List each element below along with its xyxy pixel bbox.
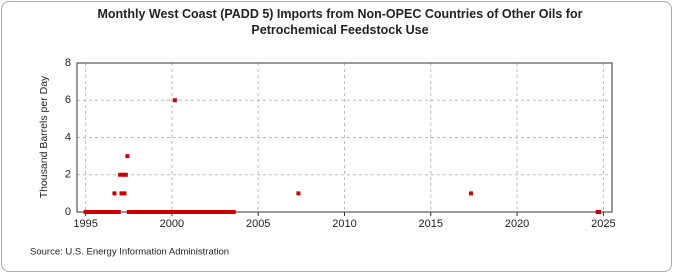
- y-tick-label: 4: [65, 131, 71, 143]
- y-axis-label: Thousand Barrels per Day: [38, 75, 50, 198]
- x-tick-label: 2000: [160, 218, 184, 230]
- x-tick-label: 2020: [505, 218, 529, 230]
- frame: [1, 1, 672, 272]
- point: [118, 172, 123, 177]
- x-tick-label: 1995: [73, 218, 97, 230]
- point: [119, 191, 124, 196]
- y-tick-label: 6: [65, 94, 71, 106]
- y-tick-label: 8: [65, 57, 71, 69]
- point: [597, 210, 602, 214]
- point: [123, 172, 128, 177]
- plot-border: [76, 62, 613, 213]
- x-tick-label: 2015: [419, 218, 443, 230]
- x-tick-label: 2025: [591, 218, 615, 230]
- point: [231, 210, 236, 214]
- y-tick-label: 0: [65, 206, 71, 218]
- chart-title: Monthly West Coast (PADD 5) Imports from…: [97, 7, 583, 37]
- point: [469, 191, 474, 196]
- point: [125, 154, 130, 159]
- point: [112, 191, 117, 196]
- point: [116, 210, 121, 214]
- point: [172, 98, 177, 103]
- point: [110, 210, 115, 214]
- y-tick-label: 2: [65, 169, 71, 181]
- point: [296, 191, 301, 196]
- x-tick-label: 2005: [246, 218, 270, 230]
- x-tick-label: 2010: [332, 218, 356, 230]
- point: [121, 172, 126, 177]
- point: [122, 191, 127, 196]
- point: [171, 210, 176, 214]
- source: Source: U.S. Energy Information Administ…: [30, 247, 229, 258]
